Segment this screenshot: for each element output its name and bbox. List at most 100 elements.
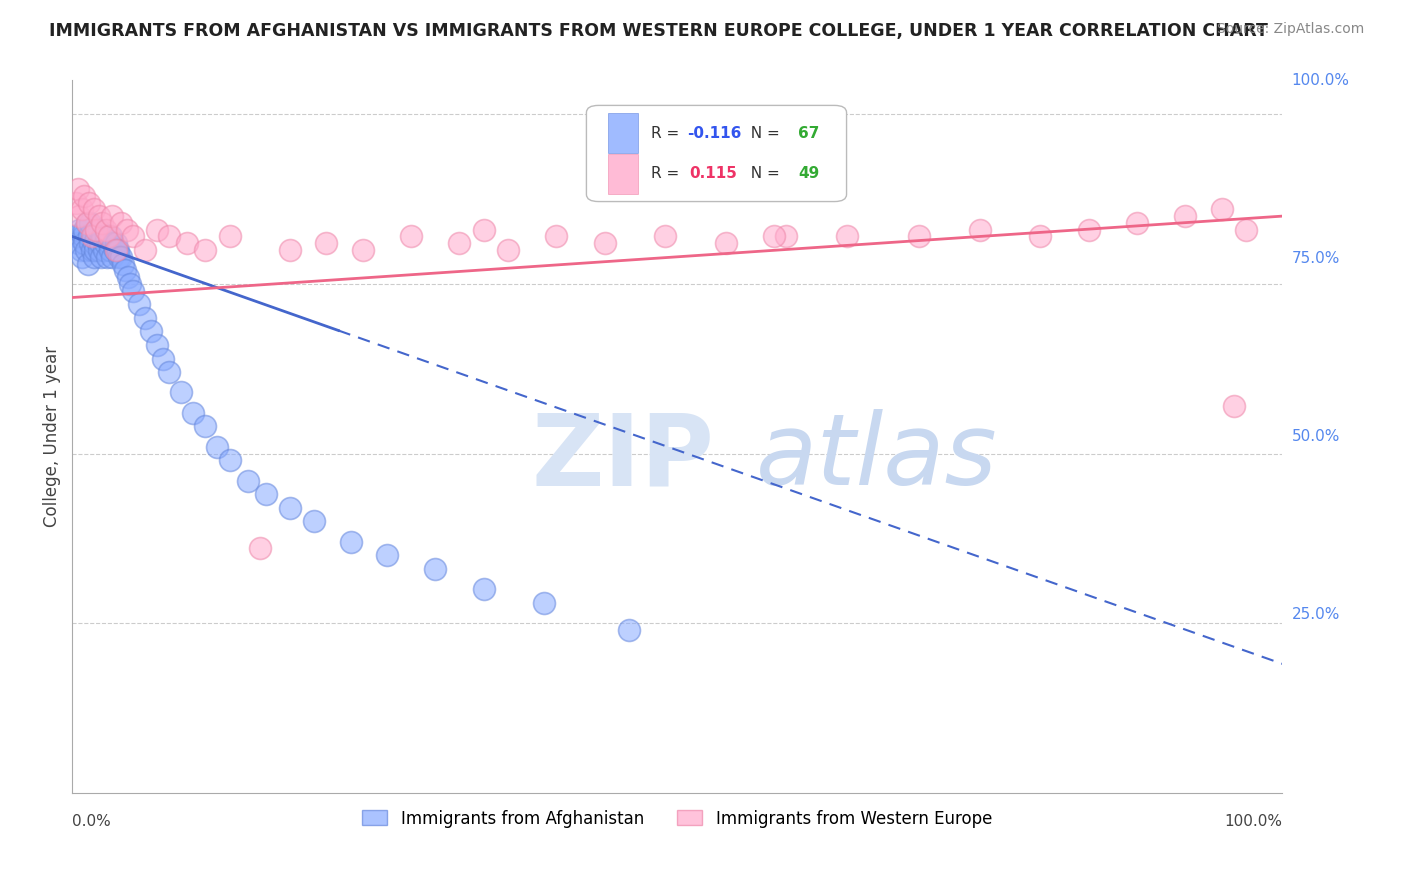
- Point: [83, 236, 105, 251]
- Text: 25.0%: 25.0%: [1292, 607, 1340, 622]
- Point: [94, 229, 117, 244]
- Point: [83, 202, 105, 217]
- Point: [69, 223, 91, 237]
- Point: [100, 229, 122, 244]
- Point: [1174, 209, 1197, 223]
- Point: [617, 623, 640, 637]
- Point: [449, 236, 471, 251]
- Text: ZIP: ZIP: [531, 409, 714, 507]
- Point: [65, 229, 87, 244]
- Point: [97, 229, 120, 244]
- Point: [714, 236, 737, 251]
- Point: [86, 229, 108, 244]
- Point: [1029, 229, 1052, 244]
- Point: [94, 223, 117, 237]
- Point: [128, 297, 150, 311]
- Point: [352, 243, 374, 257]
- Point: [73, 236, 96, 251]
- Point: [101, 250, 124, 264]
- Point: [593, 236, 616, 251]
- Point: [546, 229, 568, 244]
- Point: [375, 548, 398, 562]
- Point: [90, 250, 112, 264]
- Point: [908, 229, 931, 244]
- Point: [218, 453, 240, 467]
- Text: 67: 67: [799, 126, 820, 141]
- Text: 0.115: 0.115: [689, 167, 737, 181]
- Point: [79, 216, 101, 230]
- FancyBboxPatch shape: [609, 154, 638, 194]
- Point: [70, 202, 93, 217]
- Point: [157, 229, 180, 244]
- Legend: Immigrants from Afghanistan, Immigrants from Western Europe: Immigrants from Afghanistan, Immigrants …: [356, 803, 998, 834]
- Text: R =: R =: [651, 126, 683, 141]
- Point: [79, 236, 101, 251]
- Point: [94, 236, 117, 251]
- Point: [472, 582, 495, 597]
- Point: [107, 243, 129, 257]
- Text: 100.0%: 100.0%: [1225, 814, 1282, 829]
- Point: [108, 250, 131, 264]
- Point: [80, 243, 103, 257]
- FancyBboxPatch shape: [586, 105, 846, 202]
- Point: [152, 351, 174, 366]
- Point: [1234, 223, 1257, 237]
- Point: [110, 250, 132, 264]
- Text: 100.0%: 100.0%: [1292, 73, 1350, 88]
- Text: -0.116: -0.116: [688, 126, 741, 141]
- Point: [249, 541, 271, 556]
- Point: [472, 223, 495, 237]
- Point: [170, 385, 193, 400]
- Point: [103, 236, 125, 251]
- Point: [87, 243, 110, 257]
- Point: [104, 243, 127, 257]
- Point: [76, 216, 98, 230]
- Point: [1211, 202, 1233, 217]
- Text: 75.0%: 75.0%: [1292, 251, 1340, 266]
- Point: [77, 257, 100, 271]
- Text: 49: 49: [799, 167, 820, 181]
- Point: [278, 243, 301, 257]
- Point: [105, 243, 128, 257]
- Point: [69, 209, 91, 223]
- Point: [67, 236, 90, 251]
- Point: [114, 263, 136, 277]
- Point: [134, 310, 156, 325]
- Point: [654, 229, 676, 244]
- Point: [86, 223, 108, 237]
- Point: [775, 229, 797, 244]
- Text: 50.0%: 50.0%: [1292, 429, 1340, 444]
- Point: [86, 236, 108, 251]
- Text: N =: N =: [741, 126, 785, 141]
- Point: [87, 223, 110, 237]
- Point: [83, 250, 105, 264]
- Point: [157, 365, 180, 379]
- Point: [75, 243, 97, 257]
- Point: [533, 596, 555, 610]
- Point: [70, 250, 93, 264]
- Point: [762, 229, 785, 244]
- Point: [91, 216, 114, 230]
- Point: [1077, 223, 1099, 237]
- Point: [87, 209, 110, 223]
- Point: [77, 229, 100, 244]
- Text: Source: ZipAtlas.com: Source: ZipAtlas.com: [1216, 22, 1364, 37]
- Point: [134, 243, 156, 257]
- Point: [97, 236, 120, 251]
- Point: [65, 195, 87, 210]
- Point: [218, 229, 240, 244]
- Point: [835, 229, 858, 244]
- Point: [121, 229, 143, 244]
- Point: [73, 188, 96, 202]
- Point: [82, 229, 104, 244]
- Point: [91, 229, 114, 244]
- Point: [181, 406, 204, 420]
- Text: N =: N =: [741, 167, 785, 181]
- Point: [73, 223, 96, 237]
- Text: R =: R =: [651, 167, 689, 181]
- Text: 0.0%: 0.0%: [72, 814, 111, 829]
- Point: [302, 514, 325, 528]
- Point: [207, 440, 229, 454]
- Point: [93, 243, 115, 257]
- FancyBboxPatch shape: [609, 113, 638, 153]
